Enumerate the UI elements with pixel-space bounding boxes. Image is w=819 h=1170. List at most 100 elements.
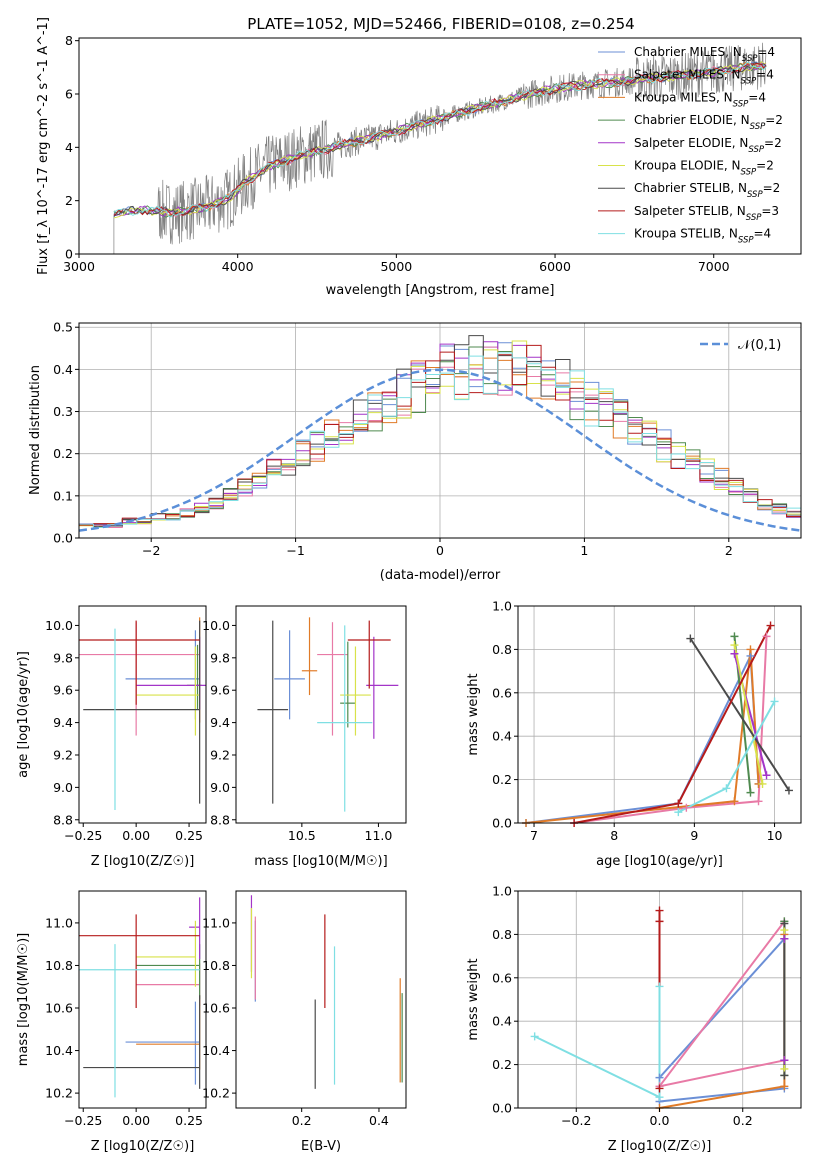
- legend-label: Kroupa STELIB, NSSP=4: [634, 227, 771, 246]
- weight-marker: [722, 784, 731, 793]
- legend-sub: SSP: [741, 77, 757, 87]
- legend-sub: SSP: [750, 122, 766, 132]
- y-tick-label: 9.6: [210, 683, 230, 698]
- y-axis-label: Flux [f_λ 10^-17 erg cm^-2 s^-1 A^-1]: [36, 17, 51, 275]
- weight-line-chabrier_stelib: [689, 637, 790, 792]
- y-tick-label: 10.0: [202, 618, 230, 633]
- x-tick-label: 0.00: [122, 828, 150, 843]
- y-axis-label: mass [log10(M/M☉)]: [16, 933, 31, 1066]
- weight-marker: [754, 797, 763, 806]
- legend-rest: =4: [757, 45, 775, 59]
- y-axis-label: mass weight: [466, 958, 481, 1040]
- x-tick-label: 5000: [380, 259, 412, 274]
- y-tick-label: 0: [65, 247, 73, 262]
- x-tick-label: 1: [580, 543, 588, 558]
- y-tick-label: 0.2: [53, 446, 73, 461]
- x-axis-label: mass [log10(M/M☉)]: [254, 854, 387, 869]
- legend-sub: SSP: [742, 54, 758, 64]
- y-tick-label: 0.0: [53, 531, 73, 546]
- y-tick-label: 9.8: [53, 650, 73, 665]
- x-tick-label: 7: [530, 828, 538, 843]
- y-tick-label: 10.6: [202, 1001, 230, 1016]
- x-tick-label: 4000: [222, 259, 254, 274]
- weight-marker: [784, 786, 793, 795]
- axes-frame: [235, 605, 407, 824]
- y-tick-label: 0.4: [53, 362, 73, 377]
- y-tick-label: 9.4: [210, 715, 230, 730]
- weight-marker: [730, 649, 739, 658]
- y-tick-label: 10.4: [202, 1043, 230, 1058]
- y-tick-label: 0.2: [492, 772, 512, 787]
- x-tick-label: 0.00: [122, 1113, 150, 1128]
- legend-sub: SSP: [746, 213, 762, 223]
- weight-marker: [655, 1093, 664, 1102]
- x-tick-label: 0: [436, 543, 444, 558]
- y-tick-label: 6: [65, 87, 73, 102]
- x-tick-label: 0.4: [369, 1113, 389, 1128]
- normal-curve: [79, 368, 801, 532]
- legend-rest: =2: [765, 113, 783, 127]
- x-tick-label: 2: [725, 543, 733, 558]
- plot-area-age_vs_Z: [79, 617, 206, 811]
- y-tick-label: 0.8: [492, 927, 512, 942]
- axes-frame: [78, 37, 802, 255]
- weight-marker: [674, 799, 683, 808]
- y-tick-label: 8.8: [210, 812, 230, 827]
- legend-sub: SSP: [748, 145, 764, 155]
- y-tick-label: 11.0: [202, 915, 230, 930]
- plot-area-mass_vs_EBV: [250, 895, 403, 1089]
- legend-rest: =2: [763, 181, 781, 195]
- legend-label: Kroupa ELODIE, NSSP=2: [634, 159, 774, 178]
- model-spectrum-kroupa_stelib: [113, 61, 767, 218]
- weight-marker: [655, 906, 664, 915]
- panel-age_vs_mass: 10.5 11.0 8.8 9.0 9.2 9.4 9.6 9.8 10.0 mass [log1…: [202, 605, 407, 869]
- weight-marker: [758, 779, 767, 788]
- panel-weight_vs_age: 7 8 9 10 0.0 0.2 0.4 0.6 0.8 1.0 age [log10(age/yr…: [466, 599, 802, 869]
- weight-marker: [530, 1032, 539, 1041]
- legend-label: Chabrier STELIB, NSSP=2: [634, 181, 780, 200]
- histogram-kroupa_stelib: [79, 352, 801, 528]
- weight-line-salpeter_stelib: [573, 625, 772, 823]
- y-tick-label: 0.3: [53, 404, 73, 419]
- axes-frame: [235, 890, 407, 1109]
- x-tick-label: 0.25: [175, 828, 203, 843]
- y-tick-label: 10.8: [202, 958, 230, 973]
- y-tick-label: 0.0: [492, 816, 512, 831]
- weight-marker: [762, 771, 771, 780]
- weight-marker: [746, 788, 755, 797]
- x-tick-label: 10: [767, 828, 783, 843]
- weight-marker: [780, 919, 789, 928]
- y-axis-label: Normed distribution: [28, 365, 43, 495]
- x-axis-label: Z [log10(Z/Z☉)]: [91, 854, 195, 869]
- plot-area-spectrum: [113, 42, 767, 254]
- y-tick-label: 9.8: [210, 650, 230, 665]
- axes-frame: [517, 605, 802, 824]
- weight-marker: [682, 803, 691, 812]
- panel-mass_vs_EBV: 0.2 0.4 10.2 10.4 10.6 10.8 11.0 E(B-V): [202, 890, 407, 1154]
- y-tick-label: 10.4: [45, 1043, 73, 1058]
- x-tick-label: −2: [142, 543, 160, 558]
- legend-label: Salpeter ELODIE, NSSP=2: [634, 136, 782, 155]
- plot-area-age_vs_mass: [257, 617, 399, 812]
- weight-marker: [655, 1084, 664, 1093]
- y-tick-label: 0.4: [492, 729, 512, 744]
- weight-marker: [780, 1082, 789, 1091]
- x-tick-label: 0.2: [733, 1113, 753, 1128]
- weight-marker: [655, 917, 664, 926]
- plot-area-weight_vs_age: [518, 606, 801, 823]
- histogram-kroupa_elodie: [79, 340, 801, 527]
- axes-frame: [78, 605, 207, 824]
- y-tick-label: 9.2: [210, 747, 230, 762]
- panel-mass_vs_Z: −0.25 0.00 0.25 10.2 10.4 10.6 10.8 11.0 Z [log1…: [16, 890, 207, 1154]
- weight-marker: [730, 797, 739, 806]
- weight-marker: [766, 621, 775, 630]
- weight-marker: [730, 641, 739, 650]
- legend-rest: =2: [764, 136, 782, 150]
- legend-sub: SSP: [738, 236, 754, 246]
- weight-marker: [746, 645, 755, 654]
- y-tick-label: 0.8: [492, 642, 512, 657]
- y-tick-label: 0.5: [53, 320, 73, 335]
- weight-marker: [780, 1071, 789, 1080]
